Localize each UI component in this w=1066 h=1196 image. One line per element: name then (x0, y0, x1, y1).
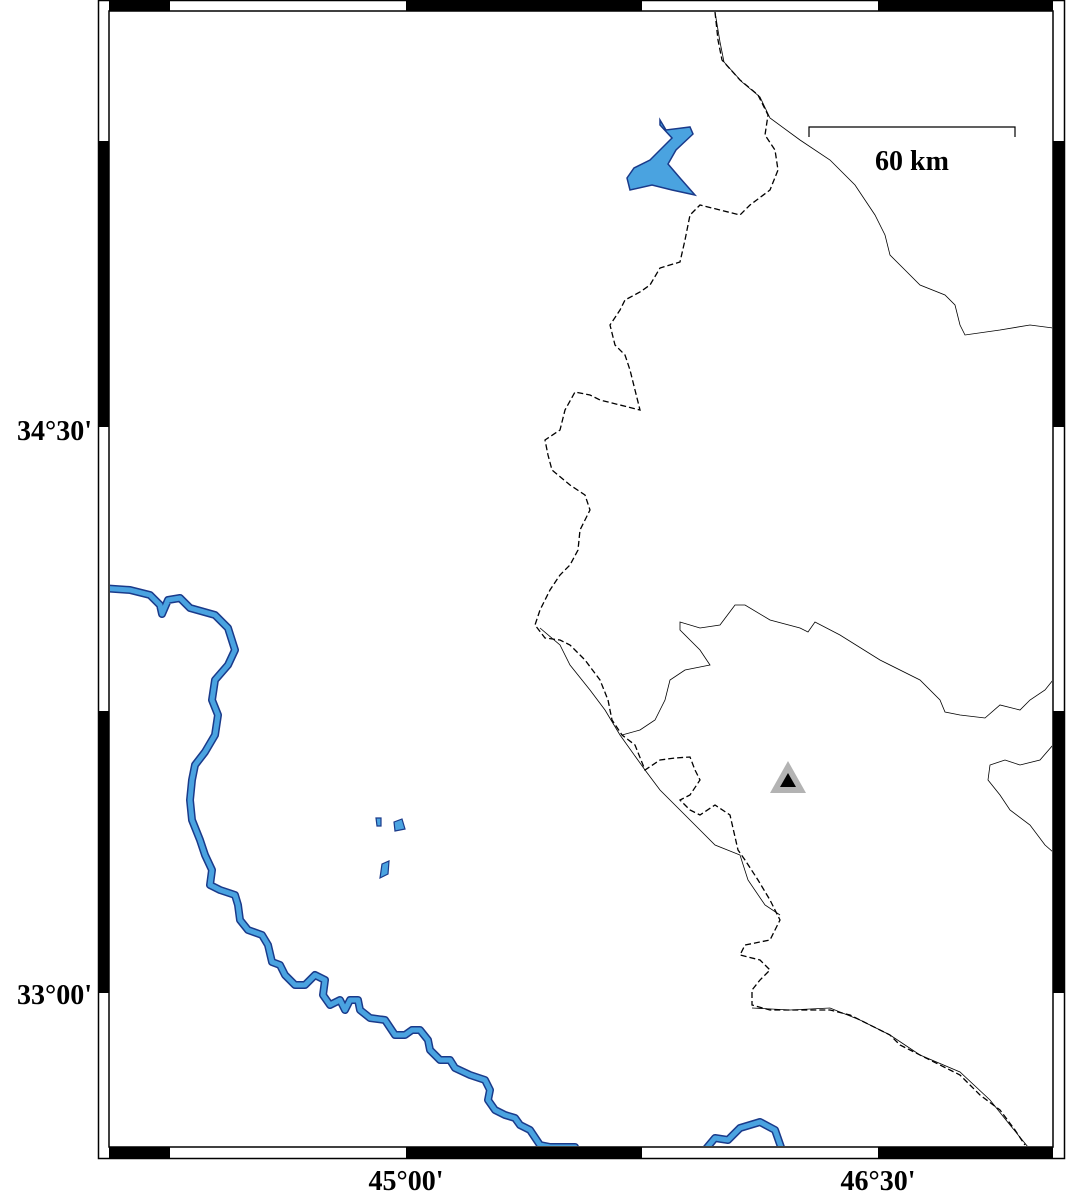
latitude-label: 33°00' (17, 980, 92, 1011)
small-lake (379, 860, 390, 880)
international-border (534, 12, 1026, 1146)
small-lake (393, 818, 406, 832)
scale-bar: 60 km (808, 126, 1016, 177)
station-marker-triangle (770, 761, 806, 793)
province-borders (539, 12, 1052, 1146)
river-tigris (110, 584, 579, 1146)
map-frame (97, 0, 1066, 1160)
lake (626, 117, 698, 197)
small-lake (375, 817, 382, 827)
river-segment-south (703, 1118, 785, 1146)
longitude-label: 46°30' (841, 1166, 916, 1196)
latitude-label: 34°30' (17, 416, 92, 447)
scale-bar-label: 60 km (875, 146, 949, 177)
longitude-label: 45°00' (369, 1166, 444, 1196)
